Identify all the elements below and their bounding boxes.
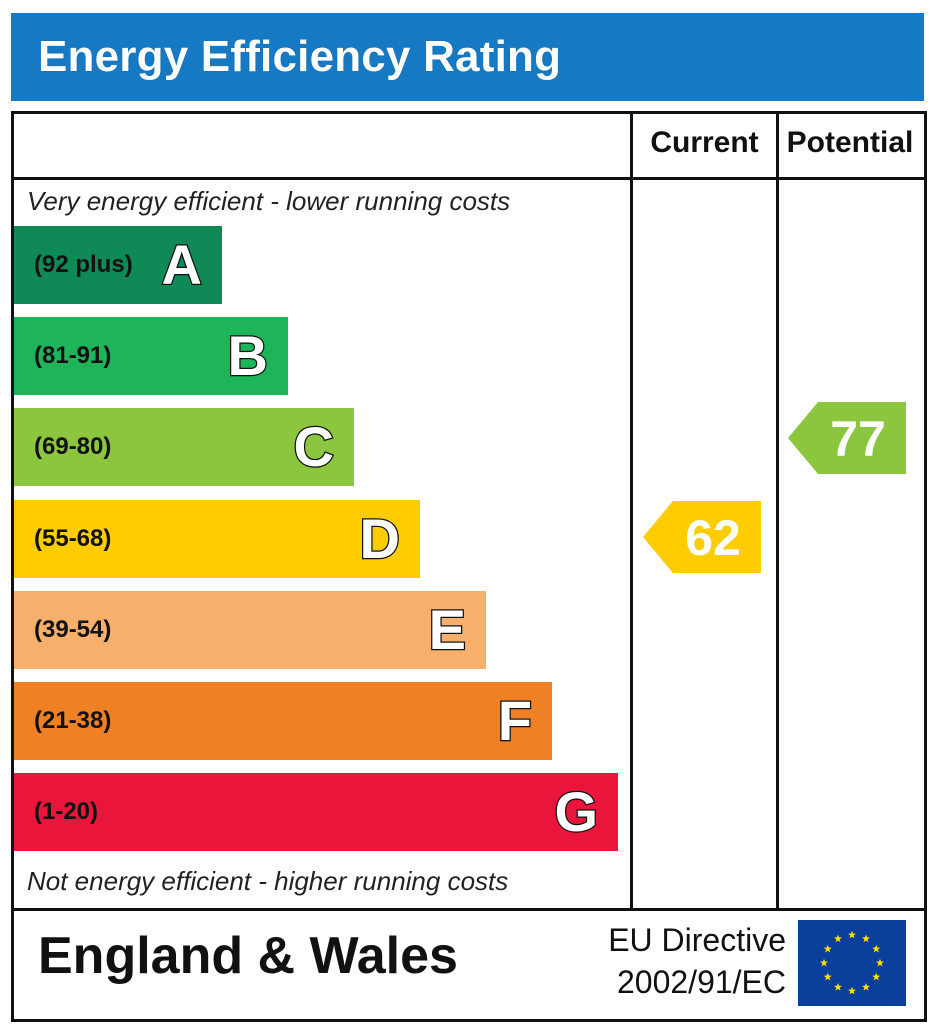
flag-star xyxy=(834,934,842,943)
flag-star xyxy=(834,983,842,991)
band-range-label: (55-68) xyxy=(34,524,112,552)
band-letter: D xyxy=(358,505,401,571)
band-range-label: (1-20) xyxy=(34,798,99,826)
band-letter: G xyxy=(553,779,599,845)
band-letter: E xyxy=(427,597,467,663)
flag-star xyxy=(862,934,870,943)
band-letter: C xyxy=(292,414,335,480)
band-c: (69-80) C xyxy=(14,408,354,487)
flag-star xyxy=(820,958,828,967)
flag-star xyxy=(872,944,881,953)
band-letter: F xyxy=(497,688,534,754)
band-range-label: (92 plus) xyxy=(34,251,133,278)
band-range-label: (81-91) xyxy=(34,342,112,370)
flag-star xyxy=(862,983,870,991)
eu-flag-icon xyxy=(798,920,906,1006)
column-potential-header: Potential xyxy=(786,126,914,159)
caption-inefficient: Not energy efficient - higher running co… xyxy=(27,866,509,896)
divider-footer xyxy=(11,908,924,911)
band-f: (21-38) F xyxy=(14,682,552,760)
flag-star xyxy=(848,930,856,939)
rating-frame xyxy=(11,111,927,1022)
column-current-header: Current xyxy=(650,126,759,159)
flag-star xyxy=(823,944,832,953)
potential-rating-arrow-value: 77 xyxy=(830,411,886,467)
current-rating-arrow-shape xyxy=(643,501,761,574)
eu-directive-line1: EU Directive xyxy=(608,922,786,958)
eu-directive-line2: 2002/91/EC xyxy=(616,964,786,1000)
flag-star xyxy=(848,986,856,995)
current-rating-arrow: 62 xyxy=(643,501,761,574)
band-range-label: (69-80) xyxy=(34,433,112,461)
divider-header xyxy=(11,177,924,180)
caption-efficient: Very energy efficient - lower running co… xyxy=(27,186,511,216)
band-g: (1-20) G xyxy=(14,773,618,852)
band-range-label: (21-38) xyxy=(34,707,112,734)
band-a: (92 plus) A xyxy=(14,226,222,304)
divider-current xyxy=(630,111,633,910)
band-d: (55-68) D xyxy=(14,499,420,578)
potential-rating-arrow: 77 xyxy=(788,402,906,475)
band-letter: A xyxy=(160,232,203,298)
country-label: England & Wales xyxy=(38,927,458,985)
band-range-label: (39-54) xyxy=(34,615,112,643)
flag-star xyxy=(823,972,832,981)
potential-rating-arrow-shape xyxy=(788,402,906,475)
flag-star xyxy=(872,972,881,981)
divider-potential xyxy=(776,111,779,910)
flag-star xyxy=(876,958,884,967)
page-title: Energy Efficiency Rating xyxy=(38,32,562,81)
current-rating-arrow-value: 62 xyxy=(685,510,741,566)
band-e: (39-54) E xyxy=(14,590,486,669)
title-bar: Energy Efficiency Rating xyxy=(11,13,924,101)
band-letter: B xyxy=(226,323,269,389)
band-b: (81-91) B xyxy=(14,317,288,396)
